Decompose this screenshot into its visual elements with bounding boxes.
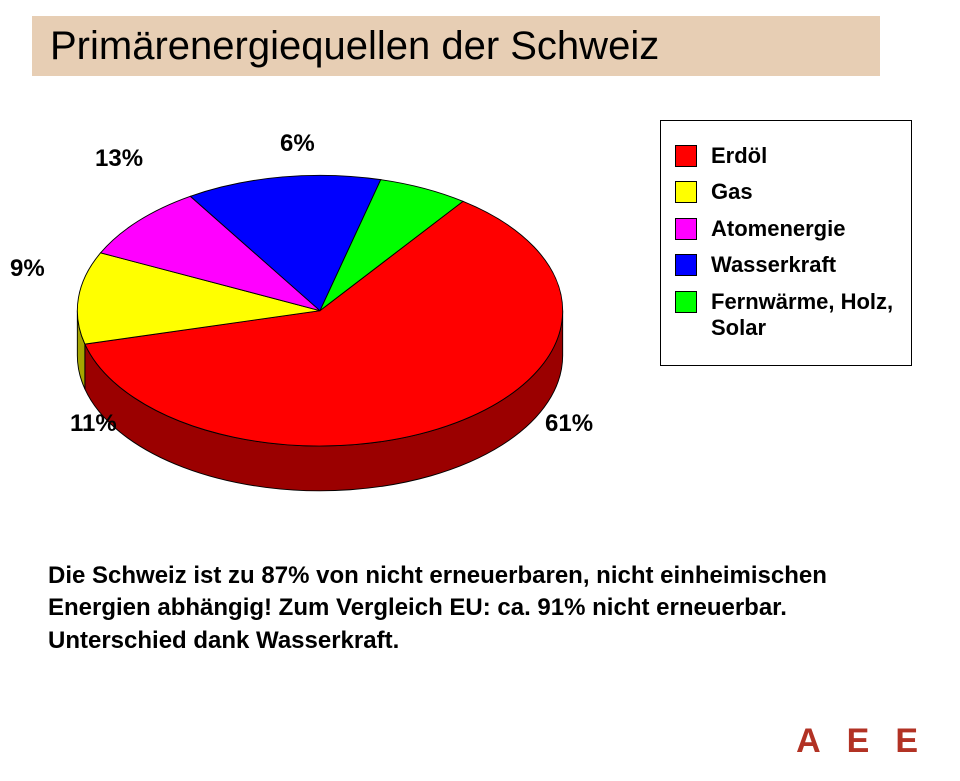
legend-swatch	[675, 145, 697, 167]
legend-label: Wasserkraft	[711, 252, 836, 278]
legend-item: Fernwärme, Holz, Solar	[675, 289, 897, 342]
legend: Erdöl Gas Atomenergie Wasserkraft Fernwärme,…	[660, 120, 912, 366]
legend-label: Atomenergie	[711, 216, 845, 242]
logo-letter: E	[847, 722, 870, 761]
caption: Die Schweiz ist zu 87% von nicht erneuer…	[48, 560, 828, 657]
legend-item: Atomenergie	[675, 216, 897, 242]
legend-swatch	[675, 291, 697, 313]
legend-item: Gas	[675, 179, 897, 205]
legend-label: Gas	[711, 179, 753, 205]
page-title: Primärenergiequellen der Schweiz	[50, 24, 659, 69]
legend-item: Wasserkraft	[675, 252, 897, 278]
slice-percent-label: 11%	[70, 410, 117, 438]
legend-item: Erdöl	[675, 143, 897, 169]
logo: AEE	[796, 722, 918, 761]
pie-chart: 61%11%9%13%6%	[40, 110, 600, 530]
logo-letter: E	[895, 722, 918, 761]
slice-percent-label: 61%	[545, 410, 593, 438]
title-bar: Primärenergiequellen der Schweiz	[32, 16, 880, 76]
slice-percent-label: 6%	[280, 130, 315, 158]
legend-label: Erdöl	[711, 143, 767, 169]
legend-swatch	[675, 218, 697, 240]
pie-svg	[40, 110, 600, 530]
slice-percent-label: 13%	[95, 145, 143, 173]
logo-letter: A	[796, 722, 821, 761]
slice-percent-label: 9%	[10, 255, 45, 283]
legend-swatch	[675, 254, 697, 276]
legend-swatch	[675, 181, 697, 203]
legend-label: Fernwärme, Holz, Solar	[711, 289, 897, 342]
